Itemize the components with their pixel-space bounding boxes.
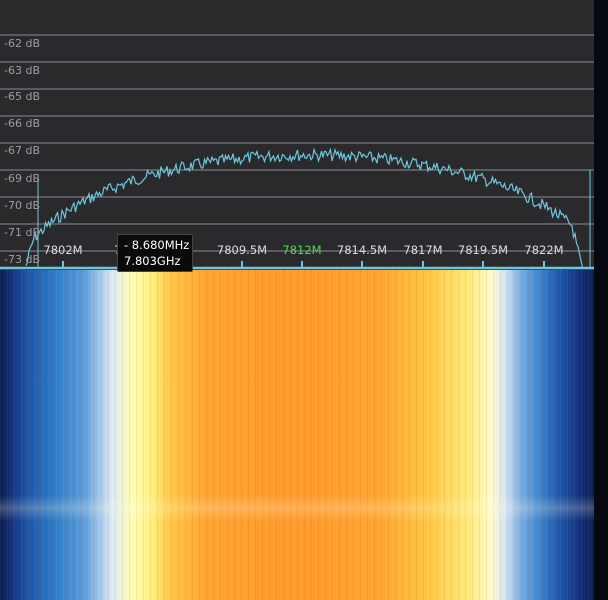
db-label-66: -66 dB bbox=[4, 117, 40, 130]
spectrum-trace bbox=[25, 147, 590, 269]
right-edge-bar bbox=[594, 0, 608, 600]
waterfall-band bbox=[0, 495, 608, 521]
spectrum-plot[interactable]: -62 dB -63 dB -65 dB -66 dB -67 dB -69 d… bbox=[0, 0, 608, 270]
spectrum-canvas bbox=[0, 34, 608, 270]
db-label-65: -65 dB bbox=[4, 90, 40, 103]
freq-label-7814-5: 7814.5M bbox=[336, 243, 388, 257]
freq-label-7809-5: 7809.5M bbox=[216, 243, 268, 257]
db-label-69: -69 dB bbox=[4, 172, 40, 185]
db-label-62: -62 dB bbox=[4, 37, 40, 50]
tooltip-frequency: 7.803GHz bbox=[124, 254, 181, 268]
db-label-67: -67 dB bbox=[4, 144, 40, 157]
freq-label-7822: 7822M bbox=[524, 243, 564, 257]
tooltip-offset: - 8.680MHz bbox=[124, 238, 190, 252]
waterfall-display[interactable] bbox=[0, 270, 608, 600]
db-label-63: -63 dB bbox=[4, 64, 40, 77]
frequency-tooltip: - 8.680MHz 7.803GHz bbox=[117, 234, 193, 272]
db-label-71: -71 dB bbox=[4, 226, 40, 239]
freq-label-7802: 7802M bbox=[43, 243, 83, 257]
waterfall-texture bbox=[0, 270, 608, 600]
db-label-73: -73 dB bbox=[4, 253, 40, 266]
db-label-70: -70 dB bbox=[4, 199, 40, 212]
freq-label-7819-5: 7819.5M bbox=[457, 243, 509, 257]
freq-label-7817: 7817M bbox=[403, 243, 443, 257]
freq-label-center: 7812M bbox=[282, 243, 322, 257]
